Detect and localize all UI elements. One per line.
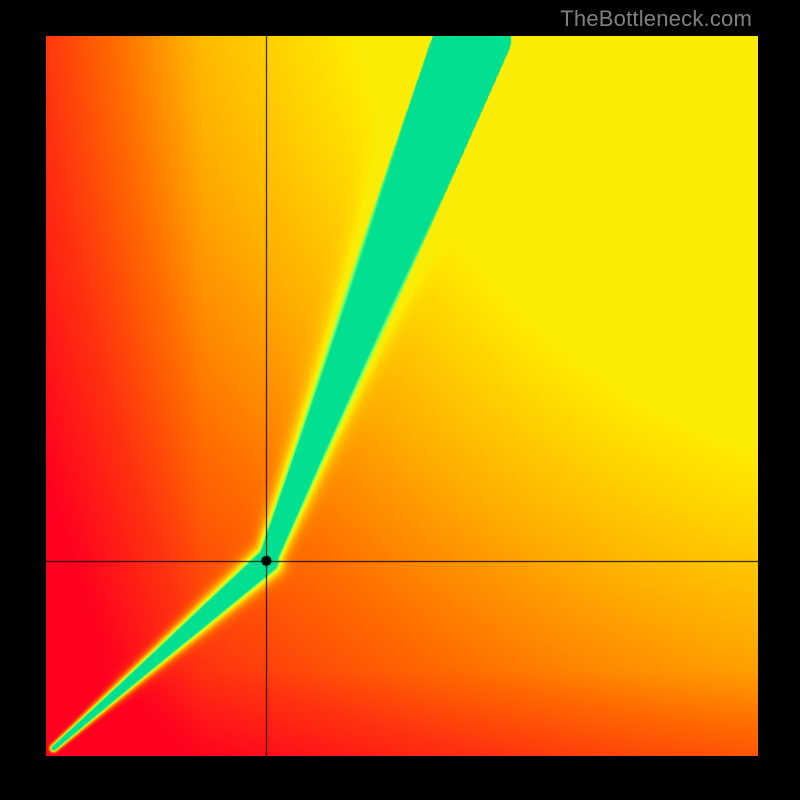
chart-frame: TheBottleneck.com	[0, 0, 800, 800]
watermark-label: TheBottleneck.com	[560, 6, 752, 32]
heatmap-plot	[46, 36, 758, 756]
heatmap-canvas	[46, 36, 758, 756]
